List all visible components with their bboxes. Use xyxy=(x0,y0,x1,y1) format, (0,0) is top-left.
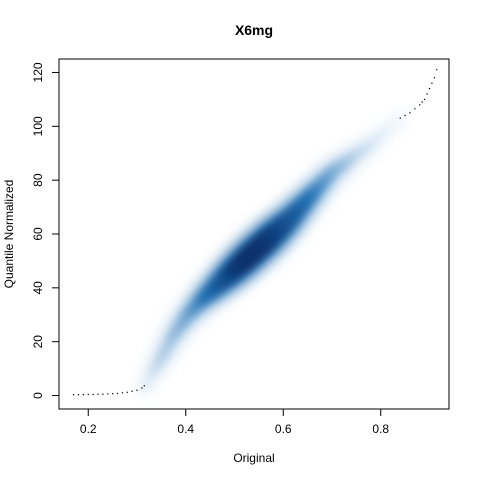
outlier-point xyxy=(107,393,109,395)
outlier-point xyxy=(426,93,428,95)
y-axis-label: Quantile Normalized xyxy=(2,180,16,289)
x-axis-label: Original xyxy=(233,451,274,465)
x-axis: 0.2 0.4 0.6 0.8 xyxy=(80,408,389,436)
outlier-point xyxy=(431,82,433,84)
x-tick-label: 0.4 xyxy=(177,422,194,436)
density-spot xyxy=(399,112,408,122)
y-tick-label: 120 xyxy=(31,62,45,82)
outlier-point xyxy=(136,389,138,391)
outlier-point xyxy=(87,393,90,396)
outlier-point xyxy=(143,385,145,387)
y-tick-label: 0 xyxy=(31,392,45,399)
y-tick-label: 40 xyxy=(31,281,45,295)
outlier-point xyxy=(419,104,421,106)
outlier-point xyxy=(421,101,423,103)
outlier-point xyxy=(433,77,436,79)
density-halo xyxy=(132,107,413,399)
x-tick-label: 0.2 xyxy=(80,422,97,436)
density-core xyxy=(137,112,408,394)
outlier-point xyxy=(409,112,411,114)
outlier-point xyxy=(92,393,94,396)
y-tick-label: 80 xyxy=(31,173,45,187)
plot-area xyxy=(72,69,438,399)
outlier-point xyxy=(77,394,80,396)
y-axis: 0 20 40 60 80 100 120 xyxy=(31,62,60,399)
outlier-point xyxy=(404,114,406,117)
x-tick-label: 0.8 xyxy=(372,422,389,436)
outlier-point xyxy=(141,387,143,389)
outlier-point xyxy=(126,391,128,393)
outlier-point xyxy=(423,98,426,101)
outlier-point xyxy=(72,394,75,396)
outlier-point xyxy=(428,87,431,90)
outlier-point xyxy=(111,393,114,395)
outlier-point xyxy=(102,393,104,395)
outlier-point xyxy=(97,393,99,395)
outlier-point xyxy=(116,392,119,395)
outlier-point xyxy=(436,69,438,71)
outlier-point xyxy=(82,394,85,396)
y-tick-label: 100 xyxy=(31,116,45,136)
y-tick-label: 20 xyxy=(31,335,45,349)
outlier-point xyxy=(414,108,416,110)
outlier-point xyxy=(131,390,133,392)
x-tick-label: 0.6 xyxy=(275,422,292,436)
chart-title: X6mg xyxy=(235,22,273,38)
outlier-point xyxy=(399,117,401,119)
outlier-points xyxy=(72,69,438,396)
outlier-point xyxy=(121,392,124,394)
density-layer xyxy=(132,107,413,399)
y-tick-label: 60 xyxy=(31,227,45,241)
